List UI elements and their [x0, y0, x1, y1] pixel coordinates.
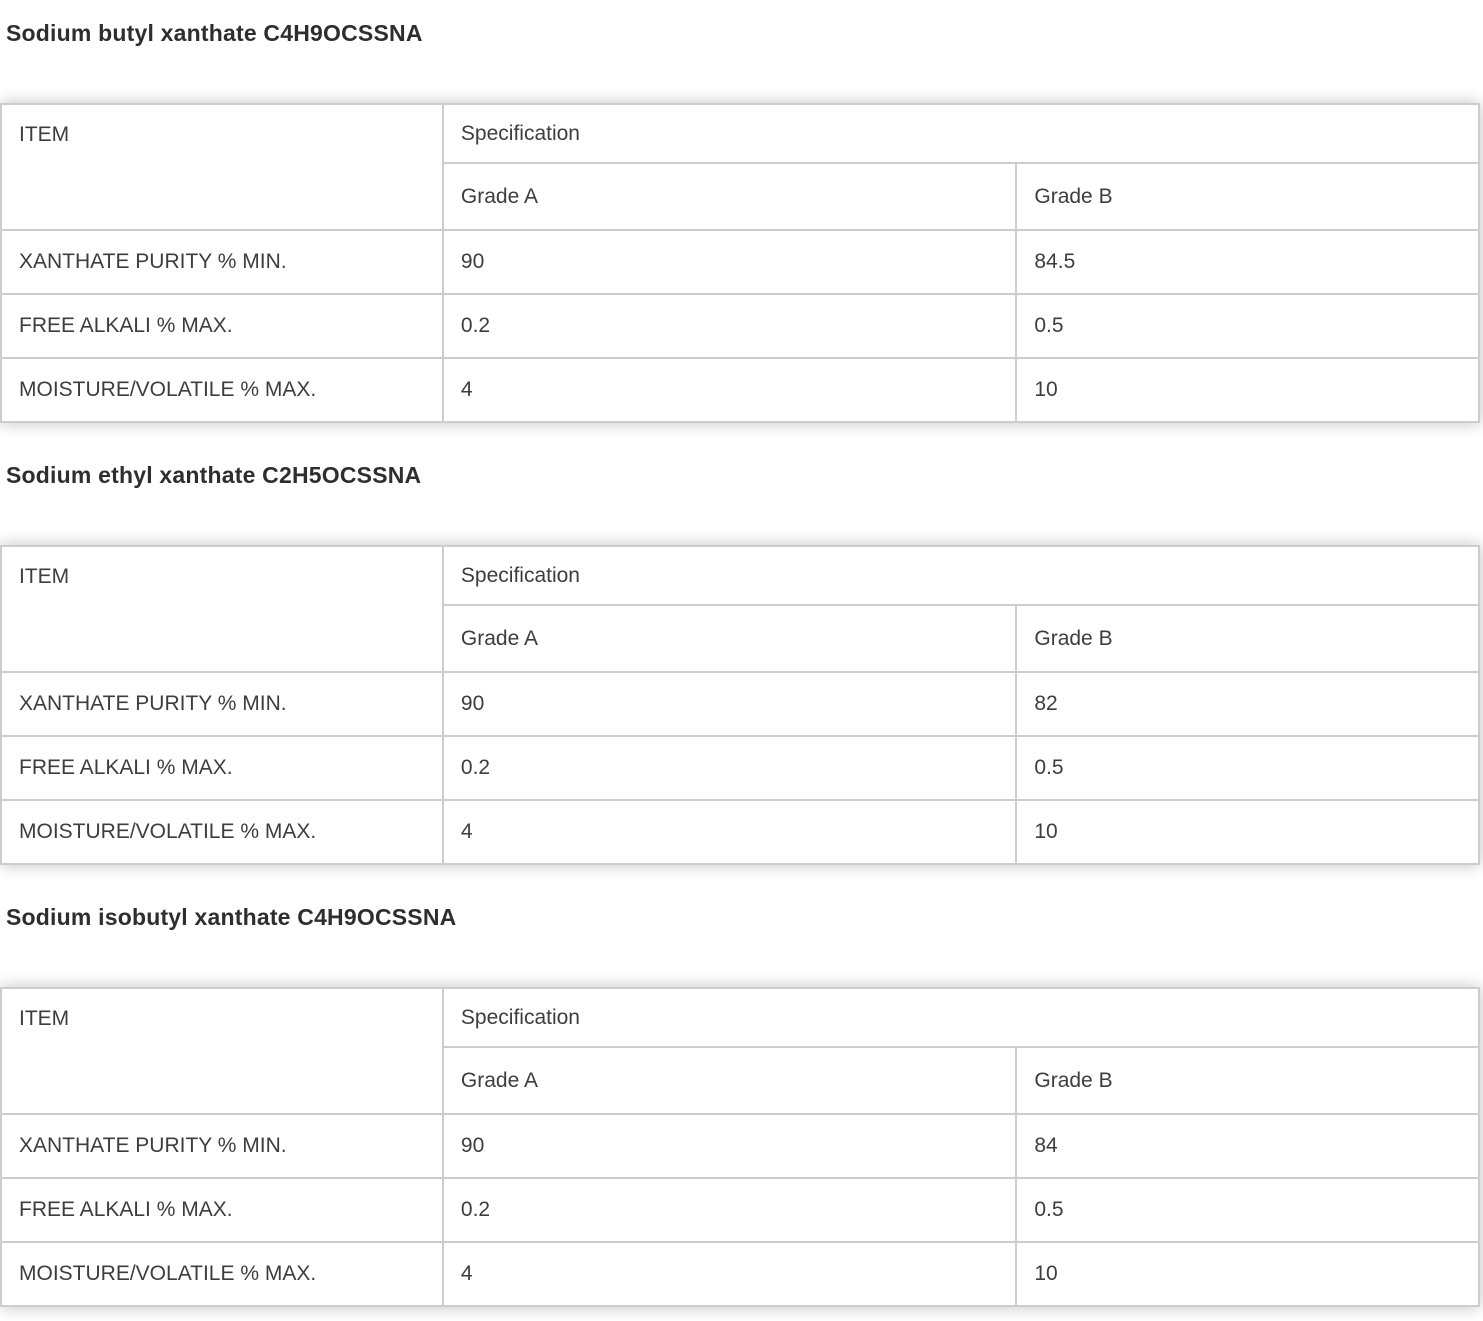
grade-b-header-cell: Grade B [1015, 604, 1480, 673]
spec-table-sodium-isobutyl-xanthate: ITEM Specification Grade A Grade B XANTH… [0, 987, 1481, 1307]
table-header-row: ITEM Specification [0, 987, 1481, 1115]
table-row: XANTHATE PURITY % MIN. 90 84.5 [0, 229, 1480, 295]
table-header-row: ITEM Specification [0, 103, 1481, 231]
item-cell: XANTHATE PURITY % MIN. [0, 671, 444, 737]
grade-b-cell: 10 [1015, 1241, 1480, 1307]
spec-table-sodium-ethyl-xanthate: ITEM Specification Grade A Grade B XANTH… [0, 545, 1481, 865]
item-cell: MOISTURE/VOLATILE % MAX. [0, 1241, 444, 1307]
grade-a-cell: 4 [441, 799, 1018, 865]
item-cell: MOISTURE/VOLATILE % MAX. [0, 357, 444, 423]
section-title-sodium-butyl-xanthate: Sodium butyl xanthate C4H9OCSSNA [6, 20, 423, 46]
item-cell: XANTHATE PURITY % MIN. [0, 1113, 444, 1179]
grade-b-cell: 0.5 [1015, 1177, 1480, 1243]
table-header-row: ITEM Specification [0, 545, 1481, 673]
item-cell: FREE ALKALI % MAX. [0, 735, 444, 801]
table-row: XANTHATE PURITY % MIN. 90 82 [0, 671, 1480, 737]
grade-b-cell: 84.5 [1015, 229, 1480, 295]
grade-b-cell: 82 [1015, 671, 1480, 737]
item-cell: FREE ALKALI % MAX. [0, 1177, 444, 1243]
grade-b-header-cell: Grade B [1015, 162, 1480, 231]
grade-b-cell: 84 [1015, 1113, 1480, 1179]
specification-header-cell: Specification [441, 103, 1481, 164]
section-title-sodium-isobutyl-xanthate: Sodium isobutyl xanthate C4H9OCSSNA [6, 904, 457, 930]
grade-b-cell: 0.5 [1015, 735, 1480, 801]
table-row: FREE ALKALI % MAX. 0.2 0.5 [0, 293, 1480, 359]
item-header-cell: ITEM [0, 545, 444, 673]
grade-b-cell: 10 [1015, 799, 1480, 865]
specification-header-cell: Specification [441, 545, 1481, 606]
grade-a-cell: 0.2 [441, 1177, 1018, 1243]
grade-a-cell: 0.2 [441, 735, 1018, 801]
item-cell: MOISTURE/VOLATILE % MAX. [0, 799, 444, 865]
grade-a-cell: 90 [441, 1113, 1018, 1179]
item-cell: FREE ALKALI % MAX. [0, 293, 444, 359]
grade-a-header-cell: Grade A [441, 604, 1018, 673]
grade-a-cell: 0.2 [441, 293, 1018, 359]
table-row: MOISTURE/VOLATILE % MAX. 4 10 [0, 799, 1480, 865]
item-cell: XANTHATE PURITY % MIN. [0, 229, 444, 295]
grade-a-cell: 4 [441, 1241, 1018, 1307]
table-row: XANTHATE PURITY % MIN. 90 84 [0, 1113, 1480, 1179]
grade-b-cell: 10 [1015, 357, 1480, 423]
spec-table-container: ITEM Specification Grade A Grade B XANTH… [0, 987, 1481, 1307]
grade-a-cell: 4 [441, 357, 1018, 423]
grade-header-row: Grade A Grade B [1, 1046, 1480, 1115]
grade-a-cell: 90 [441, 671, 1018, 737]
grade-a-header-cell: Grade A [441, 1046, 1018, 1115]
spec-table-sodium-butyl-xanthate: ITEM Specification Grade A Grade B XANTH… [0, 103, 1481, 423]
grade-b-cell: 0.5 [1015, 293, 1480, 359]
specification-header-cell: Specification [441, 987, 1481, 1048]
item-header-cell: ITEM [0, 987, 444, 1115]
item-header-cell: ITEM [0, 103, 444, 231]
table-row: FREE ALKALI % MAX. 0.2 0.5 [0, 735, 1480, 801]
grade-b-header-cell: Grade B [1015, 1046, 1480, 1115]
table-row: FREE ALKALI % MAX. 0.2 0.5 [0, 1177, 1480, 1243]
grade-a-cell: 90 [441, 229, 1018, 295]
section-title-sodium-ethyl-xanthate: Sodium ethyl xanthate C2H5OCSSNA [6, 462, 422, 488]
grade-header-row: Grade A Grade B [1, 162, 1480, 231]
spec-table-container: ITEM Specification Grade A Grade B XANTH… [0, 103, 1481, 423]
grade-a-header-cell: Grade A [441, 162, 1018, 231]
grade-header-row: Grade A Grade B [1, 604, 1480, 673]
spec-table-container: ITEM Specification Grade A Grade B XANTH… [0, 545, 1481, 865]
table-row: MOISTURE/VOLATILE % MAX. 4 10 [0, 1241, 1480, 1307]
table-row: MOISTURE/VOLATILE % MAX. 4 10 [0, 357, 1480, 423]
